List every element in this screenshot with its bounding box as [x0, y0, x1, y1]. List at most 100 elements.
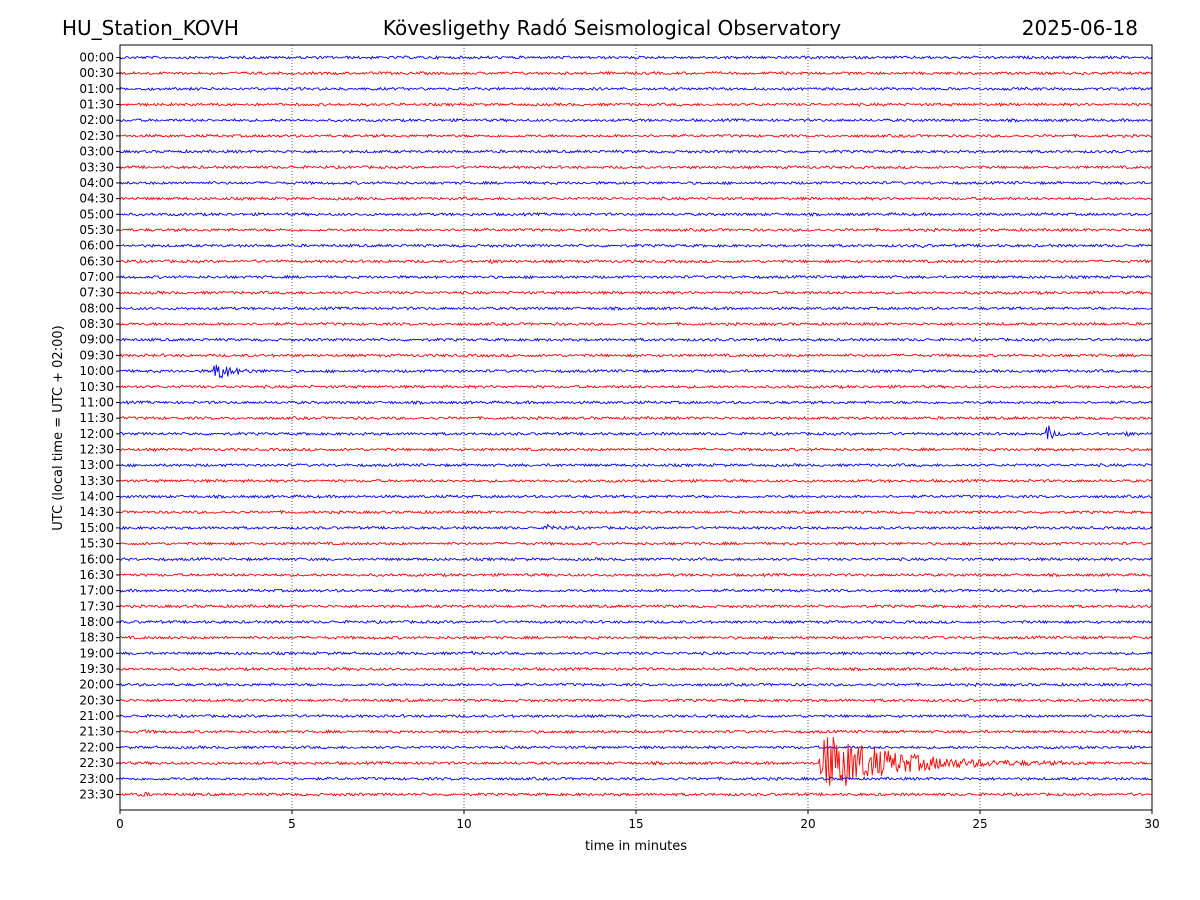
trace-0200	[120, 117, 1152, 123]
x-tick-label: 20	[800, 817, 815, 831]
y-tick-label: 21:30	[79, 725, 114, 739]
y-tick-label: 22:00	[79, 740, 114, 754]
trace-0530	[120, 227, 1152, 233]
trace-0330	[120, 164, 1152, 170]
y-tick-label: 03:30	[79, 160, 114, 174]
x-tick-label: 30	[1144, 817, 1159, 831]
trace-1430	[120, 509, 1152, 515]
trace-1600	[120, 556, 1152, 562]
y-tick-label: 12:30	[79, 443, 114, 457]
trace-1900	[120, 650, 1152, 656]
y-tick-label: 00:30	[79, 66, 114, 80]
x-tick-label: 25	[972, 817, 987, 831]
trace-0400	[120, 180, 1152, 186]
x-axis-ticks: 0 5 10 15 20 25 30	[116, 810, 1160, 831]
y-tick-label: 04:30	[79, 192, 114, 206]
y-tick-label: 15:30	[79, 537, 114, 551]
y-tick-label: 09:30	[79, 348, 114, 362]
y-tick-label: 18:00	[79, 615, 114, 629]
trace-0900	[120, 337, 1152, 343]
y-tick-label: 13:00	[79, 458, 114, 472]
y-tick-label: 19:00	[79, 646, 114, 660]
y-tick-label: 23:00	[79, 772, 114, 786]
y-tick-label: 03:00	[79, 145, 114, 159]
trace-0730	[120, 290, 1152, 296]
trace-1630	[120, 572, 1152, 578]
plot-area	[120, 45, 1152, 810]
trace-0030	[120, 70, 1152, 76]
trace-0000	[120, 54, 1152, 61]
trace-0930	[120, 352, 1152, 358]
trace-1000	[120, 364, 1152, 379]
trace-0830	[120, 321, 1152, 327]
trace-1530	[120, 541, 1152, 547]
trace-2100	[120, 713, 1152, 719]
x-tick-label: 15	[628, 817, 643, 831]
trace-2000	[120, 682, 1152, 688]
y-tick-label: 19:30	[79, 662, 114, 676]
trace-2230	[120, 736, 1152, 786]
y-tick-label: 07:30	[79, 286, 114, 300]
trace-1400	[120, 494, 1152, 500]
y-tick-label: 15:00	[79, 521, 114, 535]
trace-0800	[120, 305, 1152, 311]
observatory-title: Kövesligethy Radó Seismological Observat…	[382, 16, 842, 40]
trace-0430	[120, 196, 1152, 202]
x-tick-label: 10	[456, 817, 471, 831]
y-tick-label: 12:00	[79, 427, 114, 441]
y-tick-label: 23:30	[79, 787, 114, 801]
trace-1100	[120, 400, 1152, 406]
trace-1130	[120, 415, 1152, 421]
trace-0600	[120, 243, 1152, 249]
y-tick-label: 16:30	[79, 568, 114, 582]
y-axis-label: UTC (local time = UTC + 02:00)	[51, 325, 66, 530]
y-tick-label: 10:30	[79, 380, 114, 394]
y-tick-label: 16:00	[79, 552, 114, 566]
trace-0130	[120, 102, 1152, 108]
trace-1730	[120, 603, 1152, 609]
y-tick-label: 00:00	[79, 51, 114, 65]
trace-1700	[120, 588, 1152, 593]
y-tick-label: 13:30	[79, 474, 114, 488]
trace-0630	[120, 258, 1152, 264]
station-name: HU_Station_KOVH	[62, 16, 239, 40]
trace-1500	[120, 523, 1152, 531]
y-tick-label: 01:00	[79, 82, 114, 96]
y-tick-label: 21:00	[79, 709, 114, 723]
y-tick-label: 11:30	[79, 411, 114, 425]
x-axis-label: time in minutes	[585, 839, 687, 854]
trace-0300	[120, 148, 1152, 154]
y-tick-label: 05:30	[79, 223, 114, 237]
y-tick-label: 20:30	[79, 693, 114, 707]
seismic-traces	[120, 54, 1152, 797]
y-tick-label: 06:00	[79, 239, 114, 253]
trace-0500	[120, 211, 1152, 217]
trace-1830	[120, 635, 1152, 641]
trace-2130	[120, 729, 1152, 735]
trace-2200	[120, 745, 1152, 750]
y-tick-label: 07:00	[79, 270, 114, 284]
trace-2030	[120, 697, 1152, 703]
y-tick-label: 02:00	[79, 113, 114, 127]
y-tick-label: 18:30	[79, 631, 114, 645]
y-tick-label: 10:00	[79, 364, 114, 378]
y-tick-label: 22:30	[79, 756, 114, 770]
y-tick-label: 09:00	[79, 333, 114, 347]
trace-0700	[120, 274, 1152, 280]
y-tick-label: 14:30	[79, 505, 114, 519]
y-tick-label: 02:30	[79, 129, 114, 143]
y-tick-label: 17:00	[79, 584, 114, 598]
y-tick-label: 05:00	[79, 207, 114, 221]
y-tick-label: 08:30	[79, 317, 114, 331]
trace-1300	[120, 462, 1152, 468]
y-tick-label: 11:00	[79, 395, 114, 409]
y-tick-label: 14:00	[79, 490, 114, 504]
y-tick-label: 01:30	[79, 98, 114, 112]
trace-1030	[120, 384, 1152, 390]
y-tick-label: 08:00	[79, 301, 114, 315]
x-tick-label: 0	[116, 817, 124, 831]
trace-2330	[120, 791, 1152, 797]
y-tick-label: 04:00	[79, 176, 114, 190]
